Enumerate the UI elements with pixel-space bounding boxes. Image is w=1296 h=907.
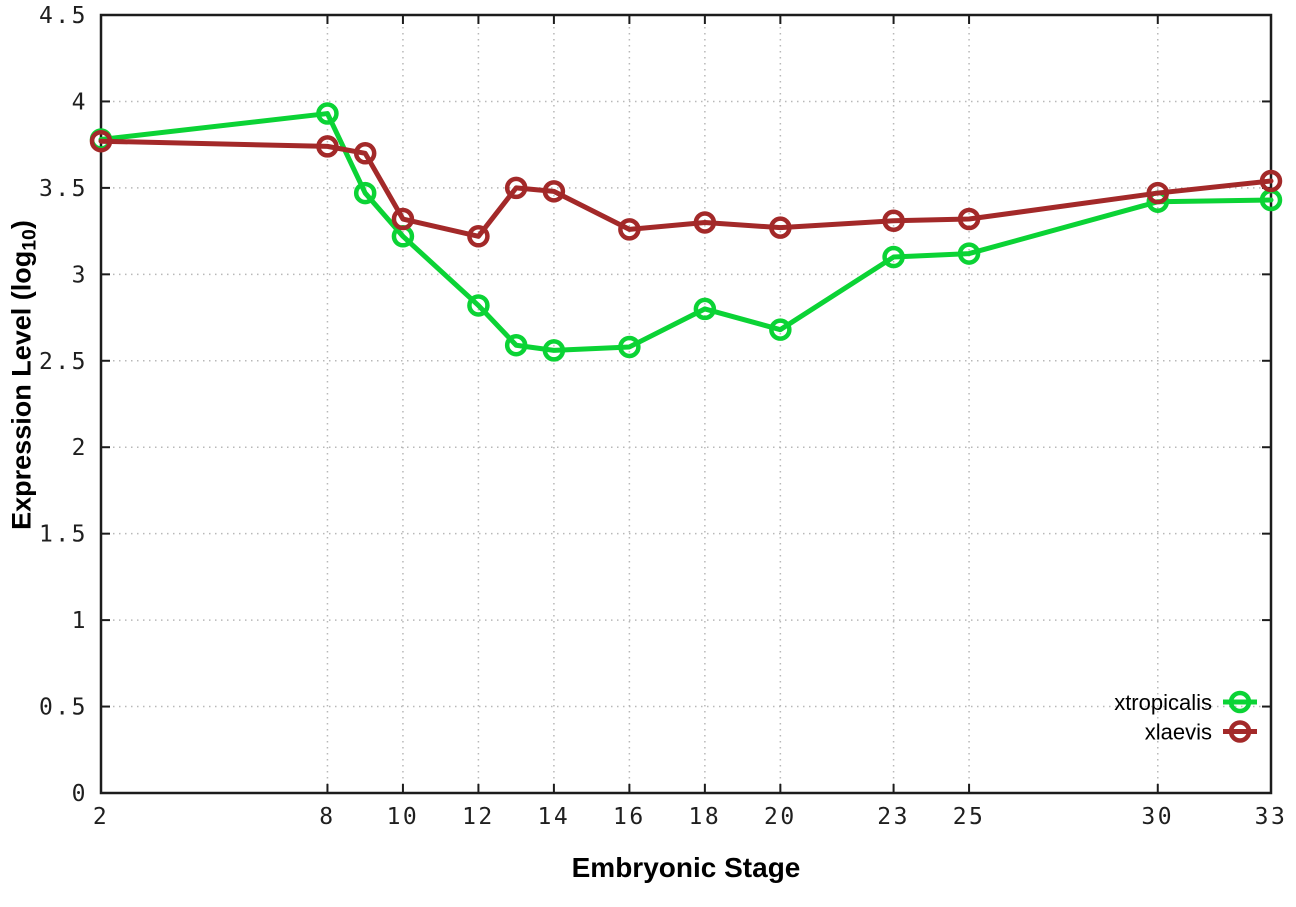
tick-labels: 0 0.5 1 1.5 2 2.5 3 3.5 4 4.5 2 8 10 12 14 16 18 20 23 25 30… bbox=[39, 3, 1288, 830]
series-line-xlaevis bbox=[98, 138, 1274, 239]
data-point-xlaevis-stage-12 bbox=[467, 225, 490, 248]
y-axis-label: Expression Level (log10) bbox=[6, 220, 41, 530]
y-tick-label: 3.5 bbox=[39, 176, 88, 202]
y-axis-label-text: Expression Level (log bbox=[6, 250, 37, 530]
data-point-xlaevis-stage-25 bbox=[957, 207, 981, 231]
axes bbox=[99, 13, 1273, 795]
gridlines bbox=[101, 15, 1271, 793]
legend-marker-sample bbox=[1228, 690, 1252, 714]
y-tick-label: 0 bbox=[72, 781, 88, 807]
x-tick-label: 25 bbox=[953, 804, 986, 830]
y-tick-label: 4 bbox=[72, 89, 88, 115]
plot-border bbox=[99, 13, 1273, 795]
y-tick-label: 2.5 bbox=[39, 349, 88, 375]
data-point-xtropicalis-stage-13 bbox=[504, 333, 528, 357]
data-point-xlaevis-stage-18 bbox=[693, 211, 717, 234]
x-tick-label: 18 bbox=[689, 804, 722, 830]
data-point-xlaevis-stage-14 bbox=[542, 180, 566, 203]
legend-entry-xtropicalis: xtropicalis bbox=[1114, 690, 1257, 715]
data-point-xlaevis-stage-9 bbox=[353, 142, 377, 165]
x-tick-label: 33 bbox=[1255, 804, 1288, 830]
x-tick-label: 20 bbox=[764, 804, 797, 830]
data-point-xlaevis-stage-2 bbox=[89, 129, 113, 153]
x-tick-label: 14 bbox=[538, 804, 571, 830]
data-point-xlaevis-stage-23 bbox=[882, 209, 905, 232]
series-line-xtropicalis bbox=[98, 111, 1274, 353]
y-tick-label: 2 bbox=[72, 435, 88, 461]
data-point-xlaevis-stage-16 bbox=[618, 218, 641, 241]
legend-marker-sample bbox=[1228, 720, 1252, 743]
data-point-xlaevis-stage-30 bbox=[1146, 181, 1170, 205]
y-tick-label: 3 bbox=[72, 262, 88, 288]
data-point-xlaevis-stage-13 bbox=[504, 176, 528, 200]
y-tick-label: 1 bbox=[72, 608, 88, 634]
y-tick-label: 0.5 bbox=[39, 695, 88, 721]
legend-label-xtropicalis: xtropicalis bbox=[1114, 690, 1212, 715]
legend-entry-xlaevis: xlaevis bbox=[1145, 720, 1257, 745]
data-point-xlaevis-stage-33 bbox=[1259, 169, 1283, 193]
x-tick-label: 8 bbox=[319, 804, 335, 830]
data-point-xtropicalis-stage-25 bbox=[957, 242, 981, 265]
data-point-xtropicalis-stage-8 bbox=[316, 102, 339, 125]
y-axis-label-subscript: 10 bbox=[18, 229, 41, 251]
y-tick-label: 4.5 bbox=[39, 3, 88, 29]
x-tick-label: 30 bbox=[1141, 804, 1174, 830]
x-tick-label: 2 bbox=[93, 804, 109, 830]
y-tick-label: 1.5 bbox=[39, 522, 88, 548]
data-point-xlaevis-stage-10 bbox=[391, 207, 415, 231]
data-point-xtropicalis-stage-16 bbox=[618, 335, 641, 359]
data-point-xtropicalis-stage-23 bbox=[882, 245, 905, 269]
data-point-xtropicalis-stage-18 bbox=[693, 297, 717, 321]
y-axis-label-suffix: ) bbox=[6, 220, 37, 230]
data-point-xtropicalis-stage-9 bbox=[353, 181, 377, 205]
data-point-xtropicalis-stage-14 bbox=[542, 339, 566, 362]
x-axis-label: Embryonic Stage bbox=[571, 852, 801, 883]
legend: xtropicalis xlaevis bbox=[1114, 690, 1257, 745]
x-tick-label: 16 bbox=[613, 804, 646, 830]
series-xlaevis bbox=[89, 129, 1283, 248]
data-point-xlaevis-stage-20 bbox=[769, 216, 792, 239]
x-tick-label: 12 bbox=[462, 804, 495, 830]
legend-label-xlaevis: xlaevis bbox=[1145, 720, 1212, 745]
data-point-xtropicalis-stage-12 bbox=[467, 294, 490, 317]
x-tick-label: 23 bbox=[877, 804, 910, 830]
x-tick-label: 10 bbox=[387, 804, 420, 830]
data-point-xlaevis-stage-8 bbox=[316, 135, 339, 158]
data-point-xtropicalis-stage-20 bbox=[769, 318, 792, 341]
